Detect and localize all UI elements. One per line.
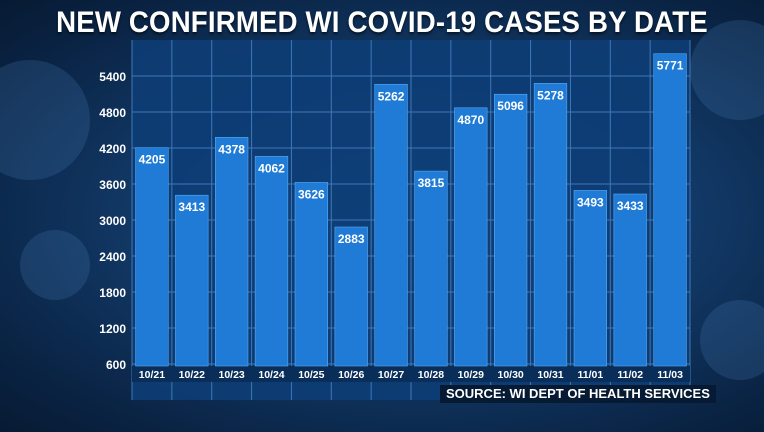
bar	[653, 53, 687, 367]
x-tick-label: 10/21	[139, 369, 165, 381]
bar-value-label: 4062	[258, 161, 285, 175]
bar	[374, 83, 408, 367]
y-tick-label: 1800	[99, 286, 126, 300]
x-tick-label: 11/02	[617, 369, 643, 381]
x-tick-label: 10/29	[458, 369, 484, 381]
virus-background-decoration	[690, 20, 764, 120]
virus-background-decoration	[20, 230, 90, 300]
y-tick-label: 4800	[99, 106, 126, 120]
bar-value-label: 3493	[577, 195, 604, 209]
bar-value-label: 3413	[178, 200, 205, 214]
y-tick-label: 5400	[99, 70, 126, 84]
bar-value-label: 3626	[298, 187, 325, 201]
y-tick-label: 600	[106, 358, 126, 372]
bar	[334, 226, 368, 367]
x-axis-label-band	[132, 366, 690, 382]
bar-value-label: 4870	[457, 113, 484, 127]
y-tick-label: 4200	[99, 142, 126, 156]
bar-value-label: 5278	[537, 88, 564, 102]
bar	[175, 194, 209, 367]
x-tick-label: 10/25	[298, 369, 324, 381]
y-tick-label: 3600	[99, 178, 126, 192]
x-tick-label: 11/03	[657, 369, 683, 381]
y-tick-label: 2400	[99, 250, 126, 264]
bar-value-label: 2883	[338, 232, 365, 246]
y-tick-label: 3000	[99, 214, 126, 228]
bar	[135, 147, 169, 367]
bar	[533, 83, 568, 367]
bar	[573, 190, 607, 367]
bar-value-label: 4378	[218, 142, 245, 156]
x-tick-label: 10/27	[378, 369, 404, 381]
bar	[414, 170, 448, 367]
bar-value-label: 3815	[418, 176, 445, 190]
x-tick-label: 10/24	[258, 369, 284, 381]
source-caption: SOURCE: WI DEPT OF HEALTH SERVICES	[440, 385, 716, 403]
x-tick-label: 10/22	[179, 369, 205, 381]
x-tick-label: 10/31	[537, 369, 563, 381]
bar	[294, 182, 328, 367]
x-tick-label: 10/26	[338, 369, 364, 381]
x-tick-label: 10/28	[418, 369, 444, 381]
bar-value-label: 3433	[617, 199, 644, 213]
bar-value-label: 5771	[657, 59, 684, 73]
bar	[613, 193, 647, 367]
bar-value-label: 4205	[139, 153, 166, 167]
bar-value-label: 5096	[497, 99, 524, 113]
bar	[254, 155, 289, 367]
bar-value-label: 5262	[378, 89, 405, 103]
bar	[494, 93, 528, 367]
bar	[454, 107, 488, 367]
x-tick-label: 11/01	[578, 369, 604, 381]
x-tick-label: 10/23	[219, 369, 245, 381]
y-tick-label: 1200	[99, 322, 126, 336]
x-tick-label: 10/30	[498, 369, 524, 381]
bar	[215, 137, 249, 367]
virus-background-decoration	[700, 300, 764, 380]
chart-title: NEW CONFIRMED WI COVID-19 CASES BY DATE	[56, 6, 708, 39]
